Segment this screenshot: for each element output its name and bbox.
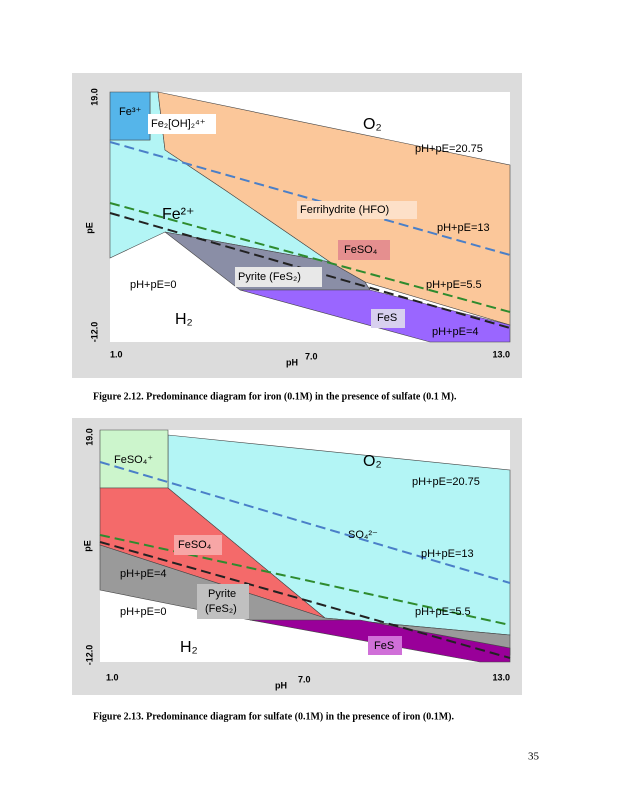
region-label: H₂ <box>180 639 198 656</box>
y-axis-top: 19.0 <box>89 88 99 106</box>
y-axis-top: 19.0 <box>84 428 94 446</box>
y-axis-label: pE <box>82 540 92 552</box>
line-label: pH+pE=20.75 <box>415 143 483 155</box>
region-label: O₂ <box>363 116 382 133</box>
region-label: FeSO₄ <box>344 244 378 256</box>
region-label: Fe₂[OH]₂⁴⁺ <box>151 118 206 130</box>
y-axis-label: pE <box>84 222 94 234</box>
region-label: SO₄²⁻ <box>348 529 378 541</box>
figure-2: FeSO₄⁺ O₂ pH+pE=20.75 SO₄²⁻ FeSO₄ pH+pE=… <box>72 418 522 695</box>
line-20-75 <box>99 461 511 584</box>
line-label: pH+pE=5.5 <box>415 606 471 618</box>
page-number: 35 <box>528 751 540 763</box>
y-axis-bottom: -12.0 <box>89 322 99 343</box>
line-label: pH+pE=0 <box>130 279 176 291</box>
y-axis-bottom: -12.0 <box>84 645 94 666</box>
label-box <box>174 535 222 555</box>
caption: Figure 2.13. Predominance diagram for su… <box>93 711 454 722</box>
line-20-75 <box>109 141 511 256</box>
line-label: pH+pE=13 <box>437 222 490 234</box>
x-axis-label: pH <box>286 357 298 367</box>
x-axis-right: 13.0 <box>492 672 510 682</box>
label-box <box>197 584 249 619</box>
caption: Figure 2.12. Predominance diagram for ir… <box>93 391 457 402</box>
region-label: Pyrite (FeS₂) <box>238 271 301 283</box>
label-box <box>338 240 390 260</box>
region-label: (FeS₂) <box>205 603 237 615</box>
line-label: pH+pE=13 <box>421 548 474 560</box>
x-axis-left: 1.0 <box>110 349 123 359</box>
region-label: FeSO₄ <box>178 539 212 551</box>
label-box <box>368 636 402 655</box>
label-box <box>235 267 322 287</box>
region-label: Pyrite <box>208 588 236 600</box>
region-label: Fe³⁺ <box>119 106 142 118</box>
line-label: pH+pE=4 <box>432 326 478 338</box>
line-5-5 <box>109 212 511 329</box>
line-13 <box>109 202 511 313</box>
region-label: O₂ <box>363 453 382 470</box>
line-label: pH+pE=5.5 <box>426 279 482 291</box>
region-label: FeS <box>377 312 397 324</box>
line-label: pH+pE=4 <box>120 568 166 580</box>
region-label: Ferrihydrite (HFO) <box>300 204 389 216</box>
region-label: H₂ <box>175 311 193 328</box>
x-axis-label: pH <box>275 680 287 690</box>
region-label: FeSO₄⁺ <box>114 454 153 466</box>
label-box <box>297 201 417 219</box>
line-label: pH+pE=20.75 <box>412 476 480 488</box>
label-box <box>371 309 405 328</box>
x-axis-right: 13.0 <box>492 349 510 359</box>
region-label: FeS <box>374 640 394 652</box>
x-axis-mid: 7.0 <box>298 674 311 684</box>
figure-1: Fe³⁺ Fe₂[OH]₂⁴⁺ O₂ pH+pE=20.75 Fe²⁺ Ferr… <box>72 73 522 378</box>
x-axis-mid: 7.0 <box>305 351 318 361</box>
line-5-5 <box>99 541 511 659</box>
label-box <box>148 114 216 134</box>
x-axis-left: 1.0 <box>106 672 119 682</box>
line-13 <box>99 534 511 626</box>
region-label: Fe²⁺ <box>162 206 194 223</box>
line-label: pH+pE=0 <box>120 606 166 618</box>
region-fe3 <box>109 91 151 141</box>
